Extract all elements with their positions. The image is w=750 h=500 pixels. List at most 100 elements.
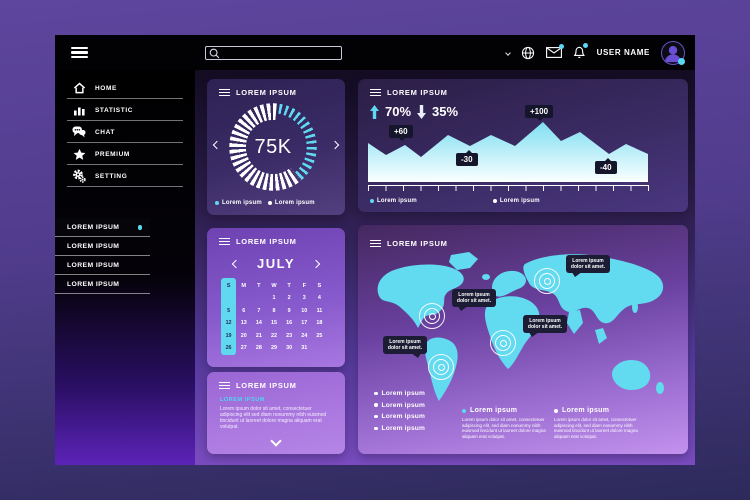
prev-month-icon[interactable] (231, 259, 241, 268)
chevron-left-icon[interactable] (212, 140, 222, 150)
bullet-dot (374, 403, 378, 407)
calendar-cell[interactable]: 24 (301, 332, 308, 339)
calendar-cell[interactable]: 7 (257, 307, 261, 314)
dashboard-window: USER NAME HOME STATISTIC CHAT P (55, 35, 695, 465)
expand-chevron-icon[interactable] (270, 435, 282, 447)
calendar-cell[interactable]: 1 (272, 295, 276, 302)
text-card: LOREM IPSUM LOREM IPSUM Lorem ipsum dolo… (207, 372, 345, 454)
calendar-cell[interactable]: 18 (316, 320, 323, 327)
sidebar-list-item[interactable]: LOREM IPSUM (55, 275, 150, 294)
calendar-cell[interactable]: 21 (255, 332, 262, 339)
calendar-cell[interactable]: 20 (240, 332, 247, 339)
calendar-cell[interactable]: 11 (316, 307, 323, 314)
legend-heading: Lorem ipsum (470, 407, 518, 414)
calendar-cell[interactable]: 25 (316, 332, 323, 339)
card-title: LOREM IPSUM (236, 381, 297, 390)
notifications-button[interactable] (573, 43, 588, 59)
next-month-icon[interactable] (311, 259, 321, 268)
sidebar-item-premium[interactable]: PREMIUM (55, 143, 195, 165)
calendar-cell[interactable]: 29 (270, 344, 277, 351)
sidebar-item-statistic[interactable]: STATISTIC (55, 99, 195, 121)
calendar-cell[interactable]: 5 (227, 307, 231, 314)
stats-row: 70% 35% (370, 104, 458, 119)
map-marker-russia[interactable] (534, 268, 560, 294)
sidebar-list-label: LOREM IPSUM (67, 281, 120, 288)
user-name[interactable]: USER NAME (596, 48, 650, 57)
area-chart (368, 122, 648, 182)
calendar-cell[interactable]: 28 (255, 344, 262, 351)
legend-label: Lorem ipsum (222, 200, 262, 206)
mail-badge (558, 44, 564, 49)
calendar-cell[interactable]: 22 (270, 332, 277, 339)
calendar-cell[interactable]: 27 (240, 344, 247, 351)
map-marker-africa[interactable] (490, 330, 516, 356)
donut-card: LOREM IPSUM 75K Lorem ipsum Lorem ipsum (207, 79, 345, 215)
donut-legend: Lorem ipsum Lorem ipsum (215, 200, 315, 206)
sidebar-item-home[interactable]: HOME (55, 77, 195, 99)
calendar-cell[interactable]: 14 (255, 320, 262, 327)
map-bullet-list: Lorem ipsum Lorem ipsum Lorem ipsum Lore… (374, 390, 425, 432)
search-icon (209, 48, 220, 58)
calendar-cell[interactable]: 6 (242, 307, 246, 314)
topbar: USER NAME (55, 35, 695, 70)
card-menu-icon[interactable] (219, 381, 230, 390)
calendar-cell[interactable]: 30 (286, 344, 293, 351)
calendar-cell[interactable]: 2 (287, 295, 291, 302)
sidebar-list-item[interactable]: LOREM IPSUM (55, 237, 150, 256)
sidebar-nav: HOME STATISTIC CHAT PREMIUM SETTING (55, 70, 195, 187)
card-title: LOREM IPSUM (387, 88, 448, 97)
calendar-cell[interactable]: 4 (317, 295, 321, 302)
card-menu-icon[interactable] (370, 239, 381, 248)
calendar-cell[interactable]: 10 (301, 307, 308, 314)
mail-button[interactable] (545, 44, 564, 58)
calendar-cell (312, 344, 327, 352)
calendar-cell[interactable]: 26 (225, 344, 232, 351)
bullet-label: Lorem ipsum (381, 413, 426, 421)
area-legend: Lorem ipsum Lorem ipsum (370, 198, 540, 204)
map-marker-south-america[interactable] (428, 354, 454, 380)
world-map: Lorem ipsum dolor sit amet. Lorem ipsum … (373, 251, 673, 403)
arrow-up-icon (370, 104, 379, 119)
menu-icon[interactable] (71, 47, 88, 58)
sidebar-item-label: HOME (95, 84, 117, 92)
bullet-dot (374, 391, 378, 396)
legend-heading: Lorem ipsum (562, 407, 610, 414)
sidebar-item-chat[interactable]: CHAT (55, 121, 195, 143)
legend-dot-cyan (215, 201, 219, 205)
calendar-cell[interactable]: 8 (272, 307, 276, 314)
card-menu-icon[interactable] (219, 237, 230, 246)
sidebar-item-setting[interactable]: SETTING (55, 165, 195, 187)
card-menu-icon[interactable] (219, 88, 230, 97)
card-menu-icon[interactable] (370, 88, 381, 97)
calendar-cell[interactable]: 31 (301, 344, 308, 351)
calendar-cell[interactable]: 19 (225, 332, 232, 339)
legend-dot-white (267, 201, 272, 205)
main-content: LOREM IPSUM 75K Lorem ipsum Lorem ipsum … (195, 70, 695, 465)
sidebar-list-item[interactable]: LOREM IPSUM (55, 218, 150, 237)
card-header: LOREM IPSUM (219, 88, 297, 97)
chevron-down-icon[interactable] (504, 49, 511, 56)
search-input[interactable] (220, 49, 338, 57)
sidebar-list-label: LOREM IPSUM (67, 243, 120, 250)
chevron-right-icon[interactable] (330, 140, 340, 150)
calendar-cell[interactable]: 16 (286, 320, 293, 327)
calendar-cell (251, 294, 266, 302)
data-label: -30 (456, 150, 478, 166)
calendar-cell[interactable]: 13 (240, 320, 247, 327)
calendar-cell[interactable]: 9 (287, 307, 291, 314)
home-icon (72, 82, 86, 94)
avatar[interactable] (661, 40, 685, 65)
calendar-cell[interactable]: 23 (286, 332, 293, 339)
day-header: M (241, 283, 247, 289)
globe-icon[interactable] (521, 46, 535, 60)
sidebar-list-item[interactable]: LOREM IPSUM (55, 256, 150, 275)
calendar-cell[interactable]: 17 (301, 320, 308, 327)
active-dot (137, 225, 142, 230)
map-bubble-russia: Lorem ipsum dolor sit amet. (566, 255, 610, 273)
card-title: LOREM IPSUM (387, 239, 448, 248)
calendar-cell[interactable]: 3 (302, 295, 306, 302)
map-marker-north-america[interactable] (419, 303, 445, 329)
card-header: LOREM IPSUM (370, 88, 448, 97)
calendar-cell[interactable]: 12 (225, 320, 232, 327)
calendar-cell[interactable]: 15 (270, 320, 277, 327)
